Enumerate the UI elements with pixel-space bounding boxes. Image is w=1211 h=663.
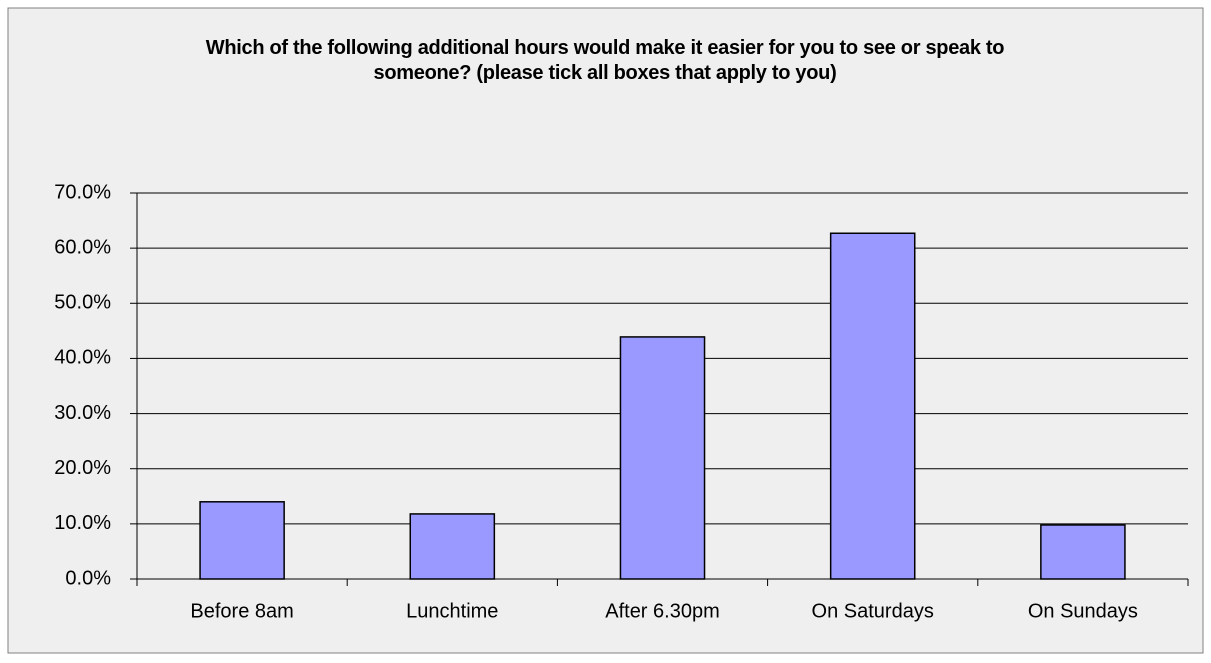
y-tick-label: 70.0% bbox=[54, 181, 111, 203]
y-tick-label: 20.0% bbox=[54, 457, 111, 479]
bar bbox=[1040, 524, 1126, 580]
y-tick-label: 60.0% bbox=[54, 236, 111, 258]
y-tick-label: 40.0% bbox=[54, 347, 111, 369]
x-tick-label: Lunchtime bbox=[406, 600, 498, 622]
bar bbox=[829, 232, 916, 580]
y-tick-label: 50.0% bbox=[54, 292, 111, 314]
x-tick-label: On Sundays bbox=[1028, 600, 1138, 622]
bar bbox=[409, 513, 496, 580]
chart-title: Which of the following additional hours … bbox=[205, 37, 1005, 84]
y-tick-label: 0.0% bbox=[65, 567, 111, 589]
chart-frame bbox=[7, 7, 1204, 654]
bar bbox=[619, 336, 706, 580]
x-tick-label: Before 8am bbox=[190, 600, 293, 622]
y-tick-label: 30.0% bbox=[54, 402, 111, 424]
y-tick-label: 10.0% bbox=[54, 512, 111, 534]
x-tick-label: After 6.30pm bbox=[605, 600, 720, 622]
x-tick-label: On Saturdays bbox=[812, 600, 934, 622]
bar bbox=[199, 501, 285, 580]
